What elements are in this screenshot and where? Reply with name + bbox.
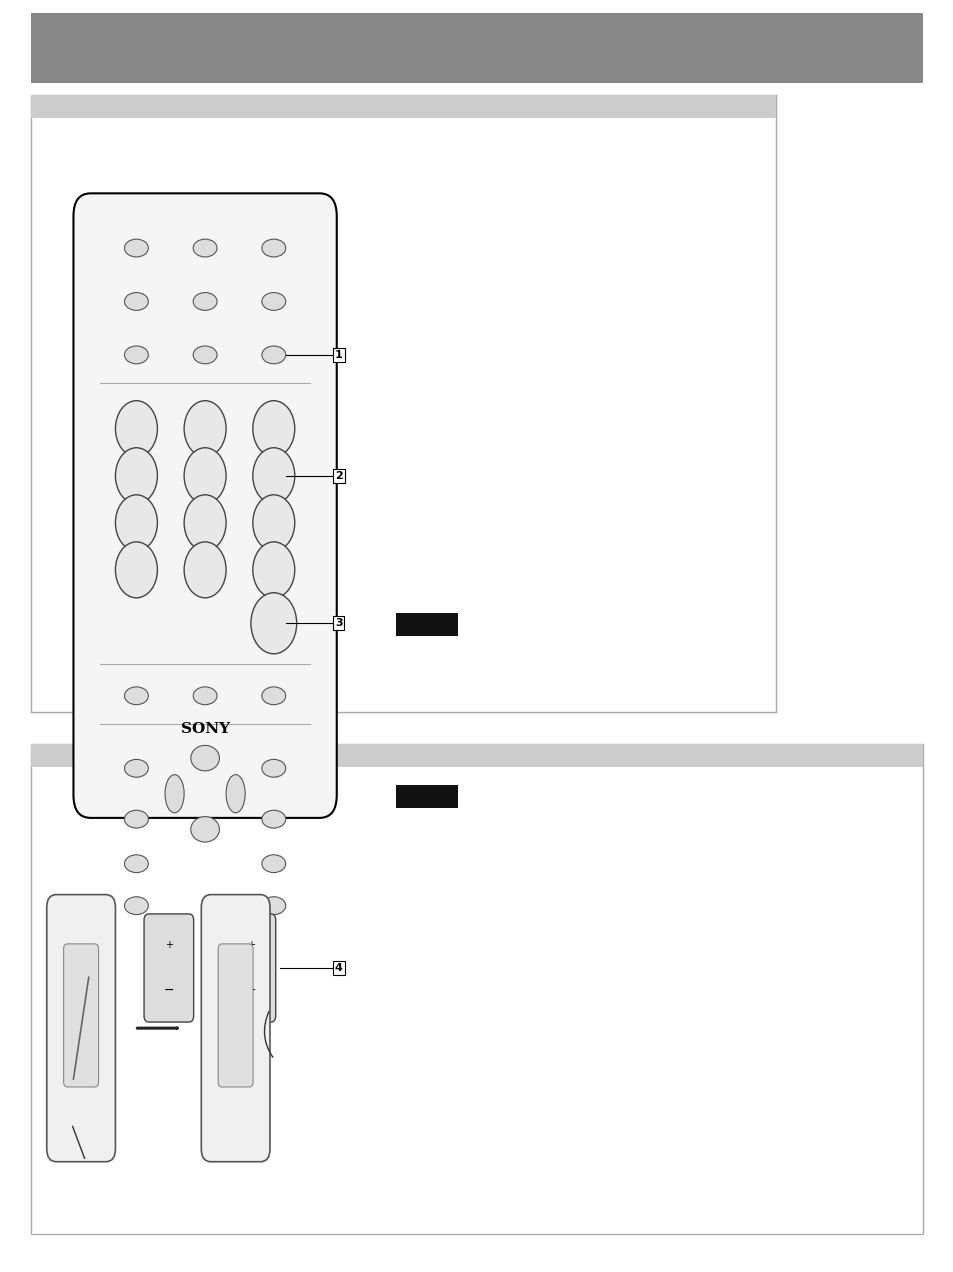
Ellipse shape [193,687,217,705]
Circle shape [251,593,296,654]
Bar [31,744,922,1234]
Bar [31,95,775,712]
Ellipse shape [124,346,149,364]
Ellipse shape [124,810,149,828]
Ellipse shape [261,239,286,257]
FancyBboxPatch shape [144,915,193,1023]
Ellipse shape [226,775,245,813]
Ellipse shape [124,687,149,705]
Ellipse shape [261,687,286,705]
Circle shape [184,542,226,598]
Circle shape [115,401,157,457]
FancyBboxPatch shape [226,915,275,1023]
Bar [395,785,457,808]
Text: 4: 4 [335,963,342,973]
Ellipse shape [193,346,217,364]
Text: −: − [245,985,256,997]
Ellipse shape [261,855,286,873]
Ellipse shape [124,239,149,257]
FancyBboxPatch shape [201,894,270,1161]
Circle shape [184,401,226,457]
Ellipse shape [124,855,149,873]
Ellipse shape [261,346,286,364]
Ellipse shape [124,897,149,915]
Ellipse shape [261,897,286,915]
Circle shape [253,542,294,598]
FancyBboxPatch shape [47,894,115,1161]
FancyBboxPatch shape [73,193,336,818]
Circle shape [115,448,157,504]
Text: −: − [163,985,174,997]
Circle shape [253,448,294,504]
Circle shape [253,495,294,551]
Bar [395,613,457,636]
Ellipse shape [165,775,184,813]
Ellipse shape [193,293,217,310]
Circle shape [184,448,226,504]
Ellipse shape [261,293,286,310]
Bar [31,744,922,767]
Ellipse shape [191,817,219,842]
Ellipse shape [124,293,149,310]
Ellipse shape [193,239,217,257]
Ellipse shape [124,759,149,777]
Ellipse shape [261,810,286,828]
FancyBboxPatch shape [218,944,253,1088]
Bar [31,13,922,83]
Text: SONY: SONY [180,721,230,736]
Circle shape [115,542,157,598]
Text: 1: 1 [335,350,342,360]
Text: 2: 2 [335,471,342,481]
Text: 3: 3 [335,618,342,628]
Circle shape [115,495,157,551]
Bar [31,95,775,118]
Ellipse shape [191,745,219,771]
FancyBboxPatch shape [64,944,98,1088]
Text: +: + [165,940,172,950]
Text: +: + [247,940,254,950]
Ellipse shape [261,759,286,777]
Circle shape [184,495,226,551]
Circle shape [253,401,294,457]
